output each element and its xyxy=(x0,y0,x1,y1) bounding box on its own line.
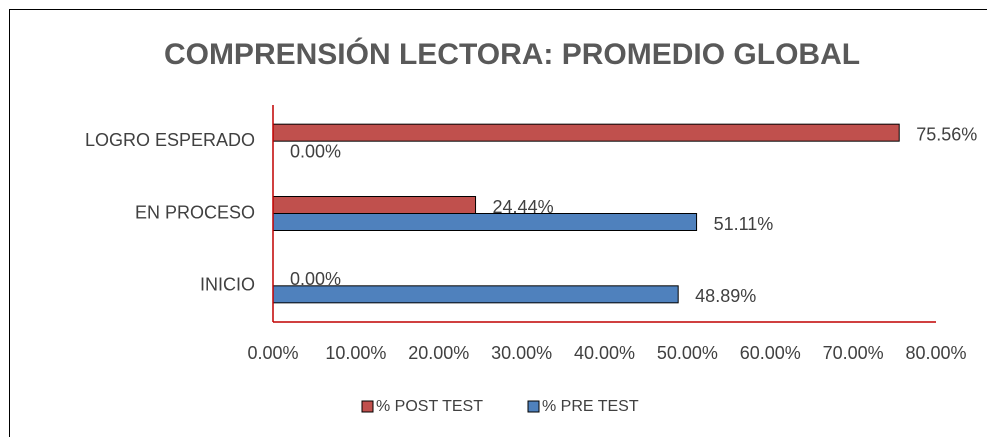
value-label: 0.00% xyxy=(290,141,341,161)
legend-swatch xyxy=(527,400,540,413)
bar xyxy=(272,213,698,231)
x-tick-label: 50.00% xyxy=(657,343,718,363)
y-tick-label: INICIO xyxy=(200,275,255,295)
x-tick-label: 70.00% xyxy=(823,343,884,363)
chart-border xyxy=(9,9,987,437)
y-tick-label: EN PROCESO xyxy=(135,202,255,222)
value-label: 0.00% xyxy=(290,269,341,289)
x-tick-label: 10.00% xyxy=(325,343,386,363)
x-tick-label: 40.00% xyxy=(574,343,635,363)
value-label: 24.44% xyxy=(493,197,554,217)
legend-swatch xyxy=(361,400,374,413)
x-tick-label: 30.00% xyxy=(491,343,552,363)
value-label: 75.56% xyxy=(916,124,977,144)
bar xyxy=(272,285,679,304)
chart-title: COMPRENSIÓN LECTORA: PROMEDIO GLOBAL xyxy=(164,37,860,71)
bar xyxy=(272,123,900,142)
x-tick-label: 20.00% xyxy=(408,343,469,363)
value-label: 51.11% xyxy=(714,214,774,234)
x-tick-label: 80.00% xyxy=(905,343,966,363)
value-label: 48.89% xyxy=(695,286,756,306)
y-tick-label: LOGRO ESPERADO xyxy=(85,130,255,150)
x-tick-label: 0.00% xyxy=(247,343,298,363)
legend-label: % POST TEST xyxy=(376,398,483,415)
x-tick-label: 60.00% xyxy=(740,343,801,363)
bar xyxy=(272,196,477,214)
legend-label: % PRE TEST xyxy=(542,398,639,415)
